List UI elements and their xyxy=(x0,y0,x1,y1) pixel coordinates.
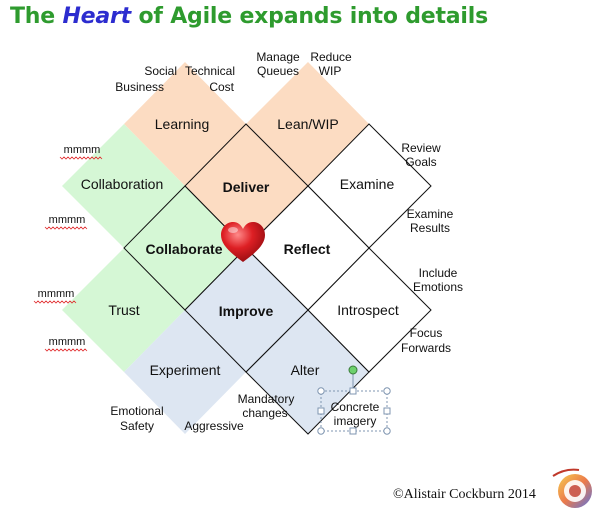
resize-handle[interactable] xyxy=(349,427,357,435)
resize-handle[interactable] xyxy=(383,387,391,395)
spellcheck-underline xyxy=(44,348,88,352)
label-reflect: Reflect xyxy=(284,241,331,257)
note-changes: changes xyxy=(242,406,287,420)
note-safety: Safety xyxy=(120,419,154,433)
label-trust: Trust xyxy=(108,302,139,318)
resize-handle[interactable] xyxy=(317,387,325,395)
note-emotional: Emotional xyxy=(110,404,163,418)
note-cost: Cost xyxy=(209,80,234,94)
label-alter: Alter xyxy=(291,362,320,378)
spellcheck-underline xyxy=(44,226,88,230)
label-deliver: Deliver xyxy=(223,179,270,195)
note-include: Include xyxy=(419,266,458,280)
logo-icon xyxy=(552,468,592,508)
label-collaborate: Collaborate xyxy=(145,241,222,257)
spellcheck-underline xyxy=(59,156,103,160)
note-reduce: Reduce xyxy=(310,50,352,64)
label-learning: Learning xyxy=(155,116,210,132)
resize-handle[interactable] xyxy=(383,407,391,415)
resize-handle[interactable] xyxy=(317,407,325,415)
label-collaboration: Collaboration xyxy=(81,176,164,192)
note-emotions: Emotions xyxy=(413,280,463,294)
resize-handle[interactable] xyxy=(349,387,357,395)
note-aggressive: Aggressive xyxy=(184,419,244,433)
placeholder-mmmm: mmmm xyxy=(64,144,101,156)
diamond-improve xyxy=(184,247,309,373)
note-review: Review xyxy=(401,141,441,155)
resize-handle[interactable] xyxy=(317,427,325,435)
note-wip: WIP xyxy=(319,64,342,78)
label-experiment: Experiment xyxy=(150,362,221,378)
note-forwards: Forwards xyxy=(401,341,451,355)
placeholder-mmmm: mmmm xyxy=(49,336,86,348)
title-highlight: Heart xyxy=(62,4,131,29)
copyright-text: ©Alistair Cockburn 2014 xyxy=(393,487,536,502)
note-goals: Goals xyxy=(405,155,436,169)
resize-handle[interactable] xyxy=(383,427,391,435)
placeholder-mmmm: mmmm xyxy=(38,288,75,300)
label-examine: Examine xyxy=(340,176,395,192)
note-technical: Technical xyxy=(185,64,235,78)
concrete-imagery-textbox[interactable]: Concrete imagery xyxy=(317,365,391,435)
page-title: The Heart of Agile expands into details xyxy=(10,4,489,29)
note-examine: Examine xyxy=(407,207,454,221)
label-introspect: Introspect xyxy=(337,302,399,318)
note-social: Social xyxy=(144,64,177,78)
label-improve: Improve xyxy=(219,303,274,319)
spellcheck-underline xyxy=(33,300,77,304)
heart-icon xyxy=(221,222,265,262)
note-focus: Focus xyxy=(410,326,443,340)
label-lean-wip: Lean/WIP xyxy=(277,116,338,132)
note-imagery: imagery xyxy=(334,414,377,428)
note-queues: Queues xyxy=(257,64,299,78)
note-results: Results xyxy=(410,221,450,235)
note-manage: Manage xyxy=(256,50,300,64)
note-concrete: Concrete xyxy=(331,400,380,414)
note-mandatory: Mandatory xyxy=(238,392,295,406)
placeholder-mmmm: mmmm xyxy=(49,214,86,226)
note-business: Business xyxy=(115,80,164,94)
rotate-handle[interactable] xyxy=(348,365,358,375)
